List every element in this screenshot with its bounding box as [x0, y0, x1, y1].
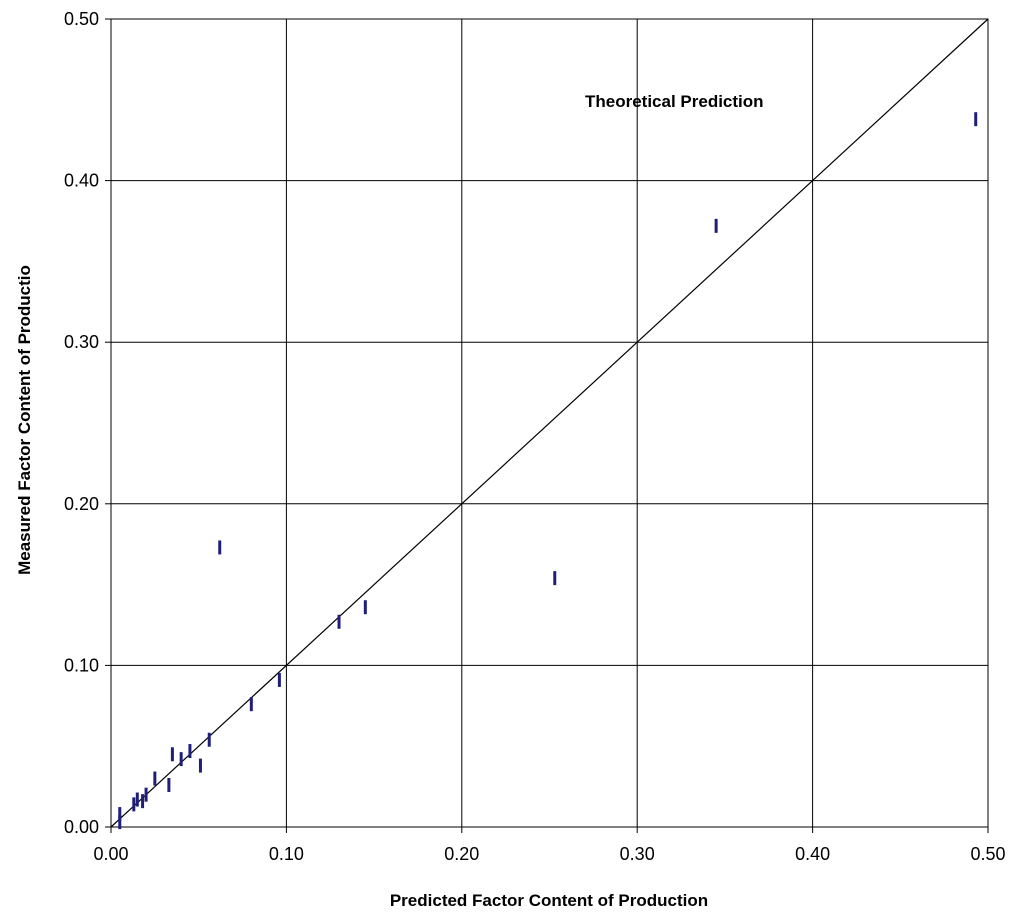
plot-area-frame: [110, 18, 989, 828]
x-tick-label: 0.20: [444, 844, 479, 864]
axis-ticks: [105, 18, 989, 833]
grid-lines: [111, 19, 988, 827]
y-axis-tick-labels: 0.00 0.10 0.20 0.30 0.40 0.50: [64, 9, 99, 837]
y-tick-label: 0.20: [64, 494, 99, 514]
x-axis-title: Predicted Factor Content of Production: [390, 891, 708, 910]
x-tick-label: 0.10: [269, 844, 304, 864]
x-axis-tick-labels: 0.00 0.10 0.20 0.30 0.40 0.50: [93, 844, 1005, 864]
theoretical-prediction-label: Theoretical Prediction: [585, 92, 764, 111]
data-points: [118, 112, 978, 830]
theoretical-prediction-line: [110, 18, 989, 828]
y-tick-label: 0.50: [64, 9, 99, 29]
x-tick-label: 0.40: [795, 844, 830, 864]
x-tick-label: 0.50: [970, 844, 1005, 864]
x-tick-label: 0.30: [620, 844, 655, 864]
y-axis-title: Measured Factor Content of Productio: [15, 265, 34, 575]
y-tick-label: 0.30: [64, 332, 99, 352]
y-tick-label: 0.40: [64, 171, 99, 191]
x-tick-label: 0.00: [93, 844, 128, 864]
y-tick-label: 0.00: [64, 817, 99, 837]
y-tick-label: 0.10: [64, 655, 99, 675]
